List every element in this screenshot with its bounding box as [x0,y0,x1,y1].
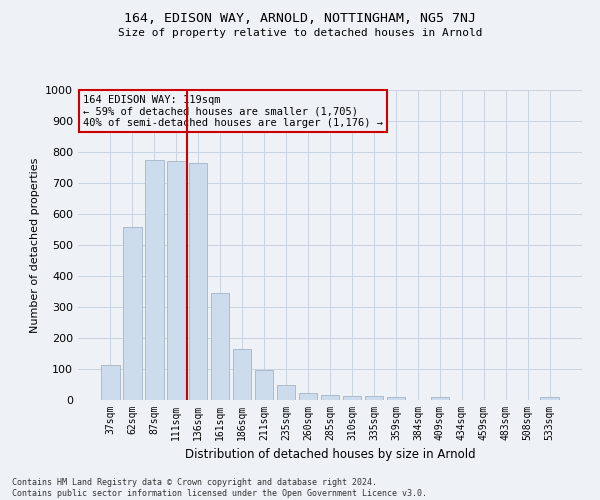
Bar [233,349,251,400]
Text: 164, EDISON WAY, ARNOLD, NOTTINGHAM, NG5 7NJ: 164, EDISON WAY, ARNOLD, NOTTINGHAM, NG5… [124,12,476,26]
Text: Contains HM Land Registry data © Crown copyright and database right 2024.
Contai: Contains HM Land Registry data © Crown c… [12,478,427,498]
Bar [277,384,295,400]
Bar [541,397,559,400]
Bar [101,365,119,400]
X-axis label: Distribution of detached houses by size in Arnold: Distribution of detached houses by size … [185,448,475,462]
Text: 164 EDISON WAY: 119sqm
← 59% of detached houses are smaller (1,705)
40% of semi-: 164 EDISON WAY: 119sqm ← 59% of detached… [83,94,383,128]
Text: Size of property relative to detached houses in Arnold: Size of property relative to detached ho… [118,28,482,38]
Bar [255,370,274,400]
Bar [365,396,383,400]
Bar [431,396,449,400]
Bar [343,396,361,400]
Bar [167,161,185,400]
Bar [123,227,142,400]
Bar [211,294,229,400]
Bar [386,397,405,400]
Bar [299,393,317,400]
Bar [320,396,340,400]
Bar [145,160,164,400]
Y-axis label: Number of detached properties: Number of detached properties [29,158,40,332]
Bar [189,162,208,400]
